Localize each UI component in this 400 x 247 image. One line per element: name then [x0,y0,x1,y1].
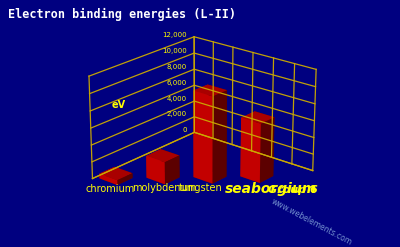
Text: Electron binding energies (L-II): Electron binding energies (L-II) [8,7,236,21]
Text: www.webelements.com: www.webelements.com [270,197,354,247]
